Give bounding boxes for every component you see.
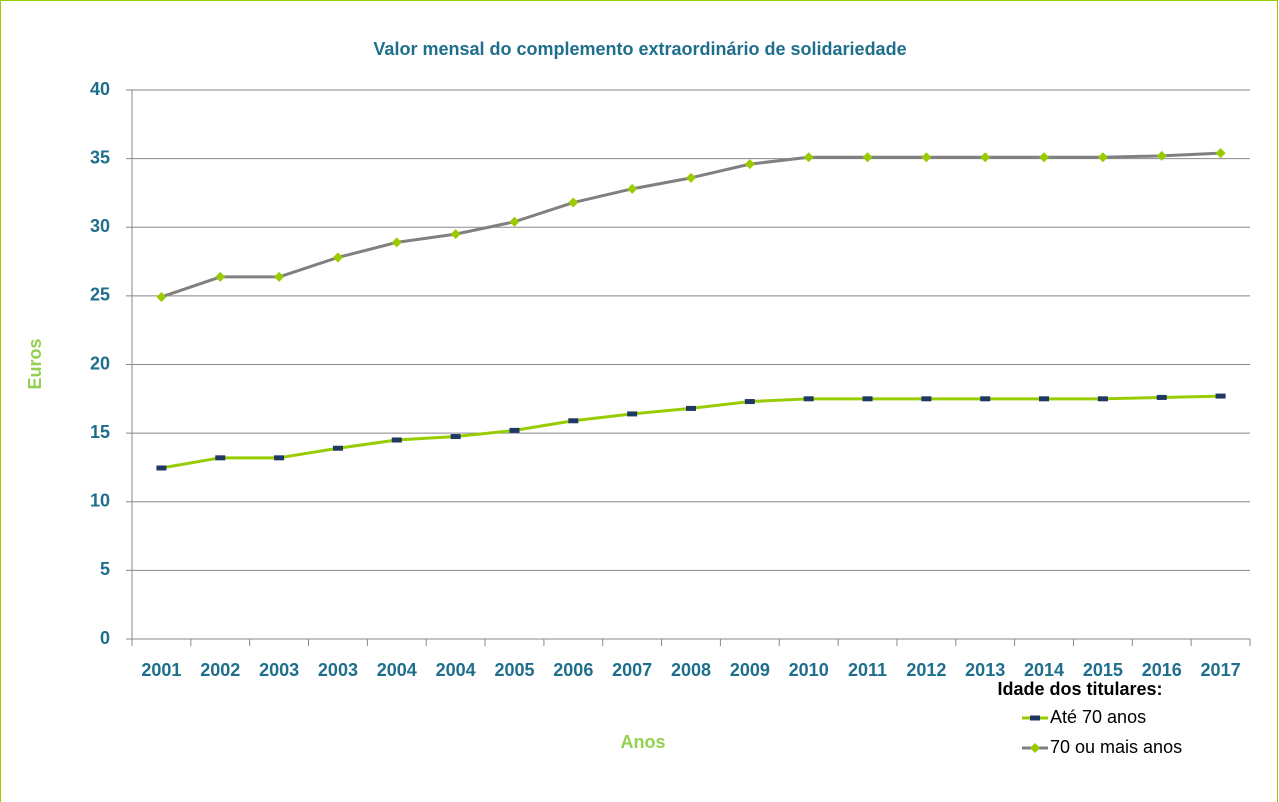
marker — [274, 455, 285, 461]
marker — [686, 172, 696, 183]
marker — [568, 197, 579, 208]
x-tick-label: 2008 — [671, 660, 711, 680]
marker — [627, 411, 638, 417]
y-tick-label: 0 — [100, 628, 110, 648]
marker — [1097, 396, 1108, 402]
x-tick-label: 2012 — [906, 660, 946, 680]
marker — [450, 434, 461, 440]
y-tick-label: 30 — [90, 216, 110, 236]
marker — [509, 427, 520, 433]
marker — [1097, 152, 1108, 163]
marker — [1039, 396, 1050, 402]
marker — [156, 291, 167, 302]
marker — [332, 445, 343, 451]
y-axis-label: Euros — [25, 338, 45, 389]
marker — [1030, 743, 1040, 753]
marker — [1030, 715, 1040, 721]
y-tick-label: 20 — [90, 353, 110, 373]
y-tick-label: 35 — [90, 147, 110, 167]
marker — [215, 455, 226, 461]
y-tick-label: 5 — [100, 559, 110, 579]
y-tick-label: 25 — [90, 285, 110, 305]
marker — [980, 152, 991, 163]
marker — [391, 437, 402, 443]
x-tick-label: 2001 — [141, 660, 181, 680]
x-axis-label: Anos — [621, 732, 666, 752]
x-tick-label: 2017 — [1201, 660, 1241, 680]
legend-title: Idade dos titulares: — [997, 679, 1162, 699]
marker — [921, 396, 932, 402]
legend-label: Até 70 anos — [1050, 707, 1146, 727]
x-tick-label: 2006 — [553, 660, 593, 680]
marker — [686, 405, 696, 411]
x-tick-label: 2013 — [965, 660, 1005, 680]
marker — [803, 152, 814, 163]
marker — [274, 271, 285, 282]
x-tick-label: 2005 — [494, 660, 534, 680]
x-tick-label: 2014 — [1024, 660, 1064, 680]
x-tick-label: 2007 — [612, 660, 652, 680]
y-tick-label: 10 — [90, 491, 110, 511]
marker — [627, 183, 638, 194]
x-tick-label: 2004 — [436, 660, 476, 680]
x-tick-label: 2003 — [259, 660, 299, 680]
legend-label: 70 ou mais anos — [1050, 737, 1182, 757]
x-tick-label: 2016 — [1142, 660, 1182, 680]
x-tick-label: 2003 — [318, 660, 358, 680]
marker — [744, 159, 755, 170]
y-tick-label: 15 — [90, 422, 110, 442]
marker — [332, 252, 343, 263]
marker — [450, 229, 461, 240]
marker — [1156, 394, 1167, 400]
chart-title: Valor mensal do complemento extraordinár… — [373, 39, 906, 59]
marker — [862, 152, 873, 163]
marker — [568, 418, 579, 424]
marker — [1039, 152, 1050, 163]
marker — [156, 465, 167, 471]
marker — [921, 152, 932, 163]
marker — [215, 271, 226, 282]
marker — [1215, 148, 1226, 159]
x-tick-label: 2010 — [789, 660, 829, 680]
x-tick-label: 2009 — [730, 660, 770, 680]
marker — [980, 396, 991, 402]
marker — [744, 399, 755, 405]
marker — [1215, 393, 1226, 399]
marker — [509, 216, 520, 227]
marker — [803, 396, 814, 402]
x-tick-label: 2015 — [1083, 660, 1123, 680]
y-tick-label: 40 — [90, 79, 110, 99]
x-tick-label: 2004 — [377, 660, 417, 680]
marker — [1156, 150, 1167, 161]
x-tick-label: 2011 — [848, 660, 887, 680]
marker — [862, 396, 873, 402]
x-tick-label: 2002 — [200, 660, 240, 680]
marker — [391, 237, 402, 248]
